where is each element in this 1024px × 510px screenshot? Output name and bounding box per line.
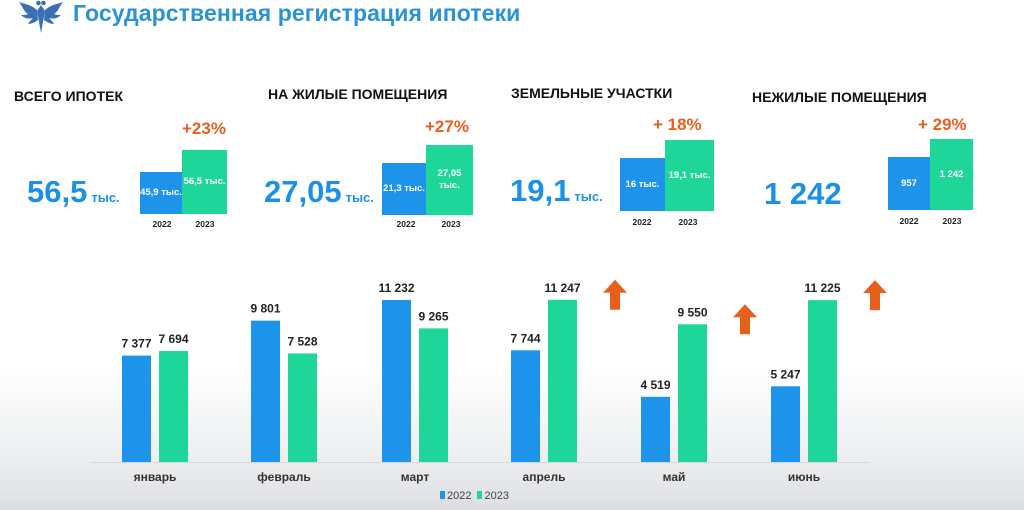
bar-2022-4 <box>511 350 540 462</box>
kpi-bar-2023: 19,1 тыс. <box>665 140 714 211</box>
x-tick-label: июнь <box>788 470 820 484</box>
kpi-year-2023: 2023 <box>678 217 698 227</box>
kpi-bar-2022: 45,9 тыс. <box>140 172 182 214</box>
up-arrow-icon <box>733 304 757 335</box>
kpi-bar-2022: 21,3 тыс. <box>382 163 426 215</box>
bar-value-label: 11 247 <box>544 281 580 295</box>
kpi-year-2022: 2022 <box>396 219 416 229</box>
bar-value-label: 7 744 <box>510 331 540 345</box>
bar-2023-1 <box>159 351 188 462</box>
kpi-change: + 18% <box>653 115 702 134</box>
bar-value-label: 9 801 <box>250 302 280 316</box>
kpi-bar-2023: 56,5 тыс. <box>182 150 227 214</box>
kpi-year-2022: 2022 <box>632 217 652 227</box>
kpi-total: 19,1 тыс. <box>510 173 603 208</box>
kpi-total: 27,05 тыс. <box>264 174 374 209</box>
up-arrow-icon <box>603 279 627 310</box>
x-tick-label: март <box>401 470 430 484</box>
bar-2022-1 <box>122 355 151 462</box>
page-title: Государственная регистрация ипотеки <box>73 0 521 26</box>
kpi-bar-2022: 957 <box>888 157 930 210</box>
kpi-year-2022: 2022 <box>152 219 172 229</box>
kpi-total: 1 242 <box>764 176 842 211</box>
bar-value-label: 11 232 <box>378 281 414 295</box>
kpi-bar-2022: 16 тыс. <box>620 158 665 211</box>
chart-legend: 2022 2023 <box>440 490 509 502</box>
bar-2023-2 <box>288 353 317 462</box>
bar-2022-2 <box>251 320 280 462</box>
bar-value-label: 4 519 <box>640 378 670 392</box>
up-arrow-icon <box>863 280 887 311</box>
bar-value-label: 9 550 <box>677 305 707 319</box>
bar-value-label: 5 247 <box>770 367 800 381</box>
eagle-emblem-icon <box>19 0 63 33</box>
bar-2023-6 <box>808 300 837 462</box>
kpi-bar-2023: 27,05 тыс. <box>426 145 473 215</box>
bar-2022-6 <box>771 386 800 462</box>
bar-2023-3 <box>419 328 448 462</box>
kpi-year-2023: 2023 <box>942 216 962 226</box>
kpi-year-2023: 2023 <box>441 219 461 229</box>
kpi-change: +27% <box>425 117 469 136</box>
kpi-change: + 29% <box>918 115 967 134</box>
x-tick-label: апрель <box>523 470 566 484</box>
legend-item-2023: 2023 <box>477 490 509 502</box>
bar-2023-5 <box>678 324 707 462</box>
bar-value-label: 7 694 <box>158 332 188 346</box>
kpi-change: +23% <box>182 119 226 138</box>
bar-value-label: 9 265 <box>418 309 448 323</box>
kpi-bar-2023: 1 242 <box>930 139 973 210</box>
bar-2023-4 <box>548 299 577 462</box>
bar-value-label: 7 528 <box>287 334 317 348</box>
kpi-label: НА ЖИЛЫЕ ПОМЕЩЕНИЯ <box>268 86 448 102</box>
legend-item-2022: 2022 <box>440 490 471 502</box>
bar-value-label: 7 377 <box>121 337 151 351</box>
kpi-year-2023: 2023 <box>195 219 215 229</box>
bar-2022-5 <box>641 396 670 462</box>
bar-2022-3 <box>382 300 411 462</box>
kpi-label: НЕЖИЛЫЕ ПОМЕЩЕНИЯ <box>752 89 927 105</box>
x-tick-label: январь <box>134 470 177 484</box>
x-tick-label: февраль <box>257 470 310 484</box>
kpi-label: ЗЕМЕЛЬНЫЕ УЧАСТКИ <box>511 85 673 101</box>
x-tick-label: май <box>663 470 686 484</box>
bar-value-label: 11 225 <box>804 281 840 295</box>
kpi-total: 56,5 тыс. <box>27 174 120 209</box>
kpi-year-2022: 2022 <box>899 216 919 226</box>
kpi-label: ВСЕГО ИПОТЕК <box>14 88 124 104</box>
